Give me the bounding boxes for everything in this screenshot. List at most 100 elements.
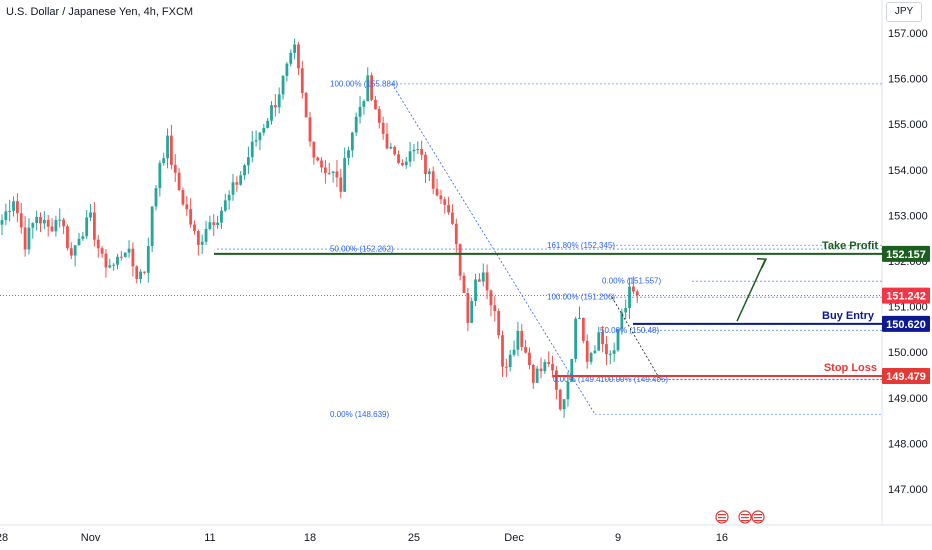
candle-body xyxy=(385,133,389,149)
candle-body xyxy=(608,353,612,355)
x-tick-label: Nov xyxy=(81,532,101,544)
event-icon[interactable] xyxy=(751,510,765,524)
candle-body xyxy=(555,370,558,390)
candle-body xyxy=(562,399,566,410)
candle-body xyxy=(397,154,400,163)
candle-body xyxy=(31,223,35,228)
candle-body xyxy=(89,212,92,218)
us-flag-icon[interactable] xyxy=(715,510,729,524)
candle-body xyxy=(154,188,158,207)
candle-body xyxy=(146,246,150,273)
candle-body xyxy=(605,344,608,355)
candle-body xyxy=(612,350,616,354)
candle-body xyxy=(166,135,169,159)
candle-body xyxy=(239,175,243,185)
candle-body xyxy=(366,75,370,102)
fib-level-label: 100.00% (149.405) xyxy=(600,375,668,384)
candle-body xyxy=(516,330,520,350)
current-price-value: 151.242 xyxy=(886,291,926,303)
x-tick-label: 9 xyxy=(615,532,621,544)
candle-body xyxy=(46,220,50,227)
candle-body xyxy=(381,122,385,134)
candle-body xyxy=(585,340,589,362)
candle-body xyxy=(39,216,42,224)
candle-body xyxy=(431,171,435,189)
candle-body xyxy=(204,228,208,242)
candle-body xyxy=(300,68,304,93)
symbol-title: U.S. Dollar / Japanese Yen, 4h, FXCM xyxy=(6,6,194,18)
candle-body xyxy=(116,256,119,265)
y-tick-label: 147.000 xyxy=(888,484,928,496)
candle-body xyxy=(581,317,585,341)
candle-body xyxy=(277,94,281,108)
candle-body xyxy=(362,101,366,107)
candle-body xyxy=(127,248,131,253)
candle-body xyxy=(462,275,466,294)
candle-body xyxy=(528,352,531,365)
candle-body xyxy=(293,44,296,53)
fib-level-label: 0.00% (148.639) xyxy=(330,410,389,419)
candle-body xyxy=(108,265,112,268)
candle-body xyxy=(327,172,331,174)
x-tick-label: 11 xyxy=(204,532,215,544)
candle-body xyxy=(324,167,327,173)
candle-body xyxy=(539,368,543,372)
candle-body xyxy=(424,154,427,175)
candle-body xyxy=(8,210,12,212)
candle-body xyxy=(558,389,562,410)
candle-body xyxy=(566,381,570,400)
candle-body xyxy=(420,149,424,155)
us-flag-icon[interactable] xyxy=(738,510,752,524)
candle-body xyxy=(131,248,135,267)
candle-body xyxy=(320,160,323,168)
candle-body xyxy=(181,190,185,205)
candle-body xyxy=(416,149,420,151)
candle-body xyxy=(12,201,15,211)
y-tick-label: 157.000 xyxy=(888,28,928,40)
candle-body xyxy=(531,364,535,383)
candle-body xyxy=(374,99,377,110)
candle-body xyxy=(243,165,246,176)
candle-body xyxy=(73,245,77,256)
current-price-badge xyxy=(882,287,930,304)
candle-body xyxy=(331,171,335,174)
candle-body xyxy=(316,157,320,161)
x-tick-label: 16 xyxy=(716,532,728,544)
candle-body xyxy=(589,353,593,362)
candle-body xyxy=(601,332,604,345)
candle-body xyxy=(112,264,116,266)
y-tick-label: 150.000 xyxy=(888,347,928,359)
candle-body xyxy=(377,109,381,123)
candle-body xyxy=(466,293,470,323)
candle-body xyxy=(196,231,200,245)
candle-body xyxy=(624,308,628,313)
candle-body xyxy=(358,106,362,117)
candle-body xyxy=(412,149,416,152)
candle-body xyxy=(547,362,551,364)
candle-body xyxy=(439,195,443,200)
candle-body xyxy=(335,171,339,178)
currency-selector[interactable]: JPY xyxy=(886,2,922,22)
stop-loss-price-value: 149.479 xyxy=(886,371,926,383)
candle-body xyxy=(100,248,104,254)
y-tick-label: 149.000 xyxy=(888,393,928,405)
candle-body xyxy=(347,150,350,158)
candles xyxy=(0,38,639,418)
candle-body xyxy=(485,272,489,291)
candle-body xyxy=(16,201,19,214)
candle-body xyxy=(408,151,412,162)
candle-body xyxy=(578,317,581,319)
candle-body xyxy=(19,213,23,228)
candle-body xyxy=(227,194,231,201)
candle-body xyxy=(139,271,142,279)
fib-level-label: 0.00% (149.4 xyxy=(553,375,601,384)
candle-body xyxy=(597,332,601,351)
candle-body xyxy=(0,220,4,225)
take-profit-label: Take Profit xyxy=(822,240,878,252)
candle-body xyxy=(266,120,270,128)
candle-body xyxy=(270,105,273,121)
candle-body xyxy=(535,368,539,383)
candle-body xyxy=(285,63,289,76)
candle-body xyxy=(350,132,354,151)
